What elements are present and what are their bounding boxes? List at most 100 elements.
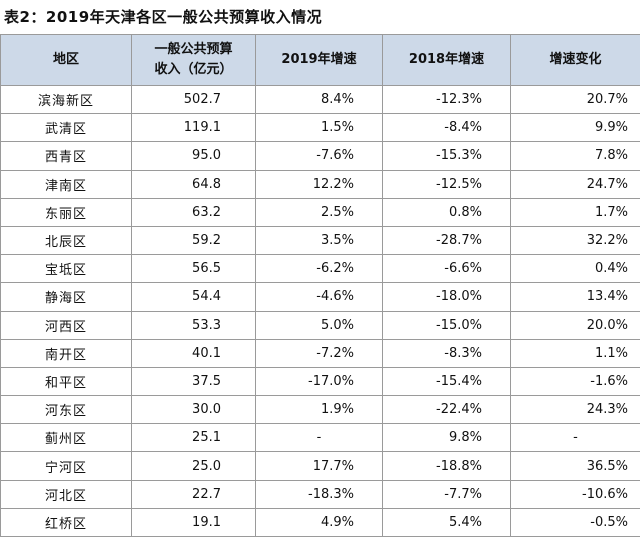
value-cell: 5.4%	[382, 507, 511, 538]
value-cell: -15.0%	[382, 310, 511, 340]
value-cell: 36.5%	[510, 451, 640, 481]
value-cell: -0.5%	[510, 507, 640, 538]
value-cell: -6.6%	[382, 254, 511, 284]
value-cell: 3.5%	[255, 225, 383, 256]
value-cell: -18.8%	[382, 451, 511, 481]
value-cell: 54.4	[131, 282, 256, 312]
value-cell: 1.5%	[255, 113, 383, 143]
value-cell: -7.6%	[255, 141, 383, 171]
table-row: 蓟州区 25.1-9.8% -	[0, 423, 640, 453]
value-cell: -4.6%	[255, 282, 383, 312]
value-cell: -15.4%	[382, 366, 511, 397]
value-cell: -6.2%	[255, 254, 383, 284]
value-cell: 19.1	[131, 507, 256, 538]
value-cell: -28.7%	[382, 225, 511, 256]
value-cell: -	[510, 423, 640, 453]
header-row: 地区 一般公共预算 收入（亿元） 2019年增速 2018年增速 增速变化	[0, 34, 640, 86]
value-cell: 30.0	[131, 395, 256, 425]
value-cell: -12.5%	[382, 169, 511, 199]
value-cell: -12.3%	[382, 84, 511, 115]
header-cell: 2018年增速	[382, 34, 511, 86]
value-cell: 24.3%	[510, 395, 640, 425]
value-cell: -8.3%	[382, 338, 511, 368]
district-cell: 西青区	[0, 141, 132, 171]
district-cell: 红桥区	[0, 507, 132, 538]
district-cell: 北辰区	[0, 225, 132, 256]
value-cell: 0.8%	[382, 197, 511, 227]
table-row: 东丽区 63.2 2.5% 0.8% 1.7%	[0, 197, 640, 227]
table-row: 滨海新区 502.7 8.4% -12.3% 20.7%	[0, 84, 640, 115]
value-cell: 502.7	[131, 84, 256, 115]
district-cell: 静海区	[0, 282, 132, 312]
value-cell: 24.7%	[510, 169, 640, 199]
value-cell: -18.3%	[255, 479, 383, 509]
district-cell: 河东区	[0, 395, 132, 425]
value-cell: 64.8	[131, 169, 256, 199]
header-cell: 一般公共预算 收入（亿元）	[131, 34, 256, 86]
value-cell: 37.5	[131, 366, 256, 397]
value-cell: 40.1	[131, 338, 256, 368]
value-cell: -8.4%	[382, 113, 511, 143]
value-cell: 53.3	[131, 310, 256, 340]
table-row: 红桥区 19.1 4.9% 5.4% -0.5%	[0, 507, 640, 538]
table-row: 静海区 54.4 -4.6% -18.0% 13.4%	[0, 282, 640, 312]
table-row: 武清区 119.1 1.5% -8.4% 9.9%	[0, 113, 640, 143]
district-cell: 蓟州区	[0, 423, 132, 453]
value-cell: 63.2	[131, 197, 256, 227]
table-body: 滨海新区 502.7 8.4% -12.3% 20.7% 武清区 119.1 1.5% -8.4…	[0, 84, 640, 538]
district-cell: 津南区	[0, 169, 132, 199]
table-row: 南开区 40.1 -7.2% -8.3% 1.1%	[0, 338, 640, 368]
value-cell: 59.2	[131, 225, 256, 256]
table-row: 河东区 30.0 1.9% -22.4% 24.3%	[0, 395, 640, 425]
value-cell: 56.5	[131, 254, 256, 284]
value-cell: 25.1	[131, 423, 256, 453]
table-row: 河北区 22.7 -18.3% -7.7% -10.6%	[0, 479, 640, 509]
header-cell: 地区	[0, 34, 132, 86]
revenue-table: 地区 一般公共预算 收入（亿元） 2019年增速 2018年增速 增速变化 滨海新区 50…	[0, 34, 640, 538]
value-cell: 25.0	[131, 451, 256, 481]
value-cell: 20.0%	[510, 310, 640, 340]
district-cell: 河北区	[0, 479, 132, 509]
value-cell: 0.4%	[510, 254, 640, 284]
district-cell: 和平区	[0, 366, 132, 397]
value-cell: 20.7%	[510, 84, 640, 115]
value-cell: 2.5%	[255, 197, 383, 227]
value-cell: -17.0%	[255, 366, 383, 397]
table-row: 宁河区 25.0 17.7% -18.8% 36.5%	[0, 451, 640, 481]
value-cell: 17.7%	[255, 451, 383, 481]
value-cell: -18.0%	[382, 282, 511, 312]
table-row: 西青区 95.0 -7.6% -15.3% 7.8%	[0, 141, 640, 171]
value-cell: 9.8%	[382, 423, 511, 453]
value-cell: -1.6%	[510, 366, 640, 397]
district-cell: 南开区	[0, 338, 132, 368]
value-cell: -10.6%	[510, 479, 640, 509]
value-cell: 1.7%	[510, 197, 640, 227]
value-cell: 12.2%	[255, 169, 383, 199]
table-title: 表2：2019年天津各区一般公共预算收入情况	[4, 8, 323, 26]
value-cell: -	[255, 423, 383, 453]
district-cell: 宁河区	[0, 451, 132, 481]
value-cell: 8.4%	[255, 84, 383, 115]
table-row: 津南区 64.8 12.2% -12.5% 24.7%	[0, 169, 640, 199]
district-cell: 滨海新区	[0, 84, 132, 115]
header-cell: 增速变化	[510, 34, 640, 86]
table-row: 和平区 37.5 -17.0% -15.4% -1.6%	[0, 366, 640, 397]
district-cell: 武清区	[0, 113, 132, 143]
header-cell: 2019年增速	[255, 34, 383, 86]
value-cell: 32.2%	[510, 225, 640, 256]
value-cell: -15.3%	[382, 141, 511, 171]
table-row: 北辰区 59.2 3.5% -28.7% 32.2%	[0, 225, 640, 256]
table-row: 河西区 53.3 5.0% -15.0% 20.0%	[0, 310, 640, 340]
value-cell: 5.0%	[255, 310, 383, 340]
value-cell: 22.7	[131, 479, 256, 509]
table-row: 宝坻区 56.5 -6.2% -6.6% 0.4%	[0, 254, 640, 284]
district-cell: 河西区	[0, 310, 132, 340]
value-cell: -7.7%	[382, 479, 511, 509]
value-cell: 95.0	[131, 141, 256, 171]
value-cell: 7.8%	[510, 141, 640, 171]
value-cell: -22.4%	[382, 395, 511, 425]
district-cell: 宝坻区	[0, 254, 132, 284]
value-cell: -7.2%	[255, 338, 383, 368]
value-cell: 4.9%	[255, 507, 383, 538]
